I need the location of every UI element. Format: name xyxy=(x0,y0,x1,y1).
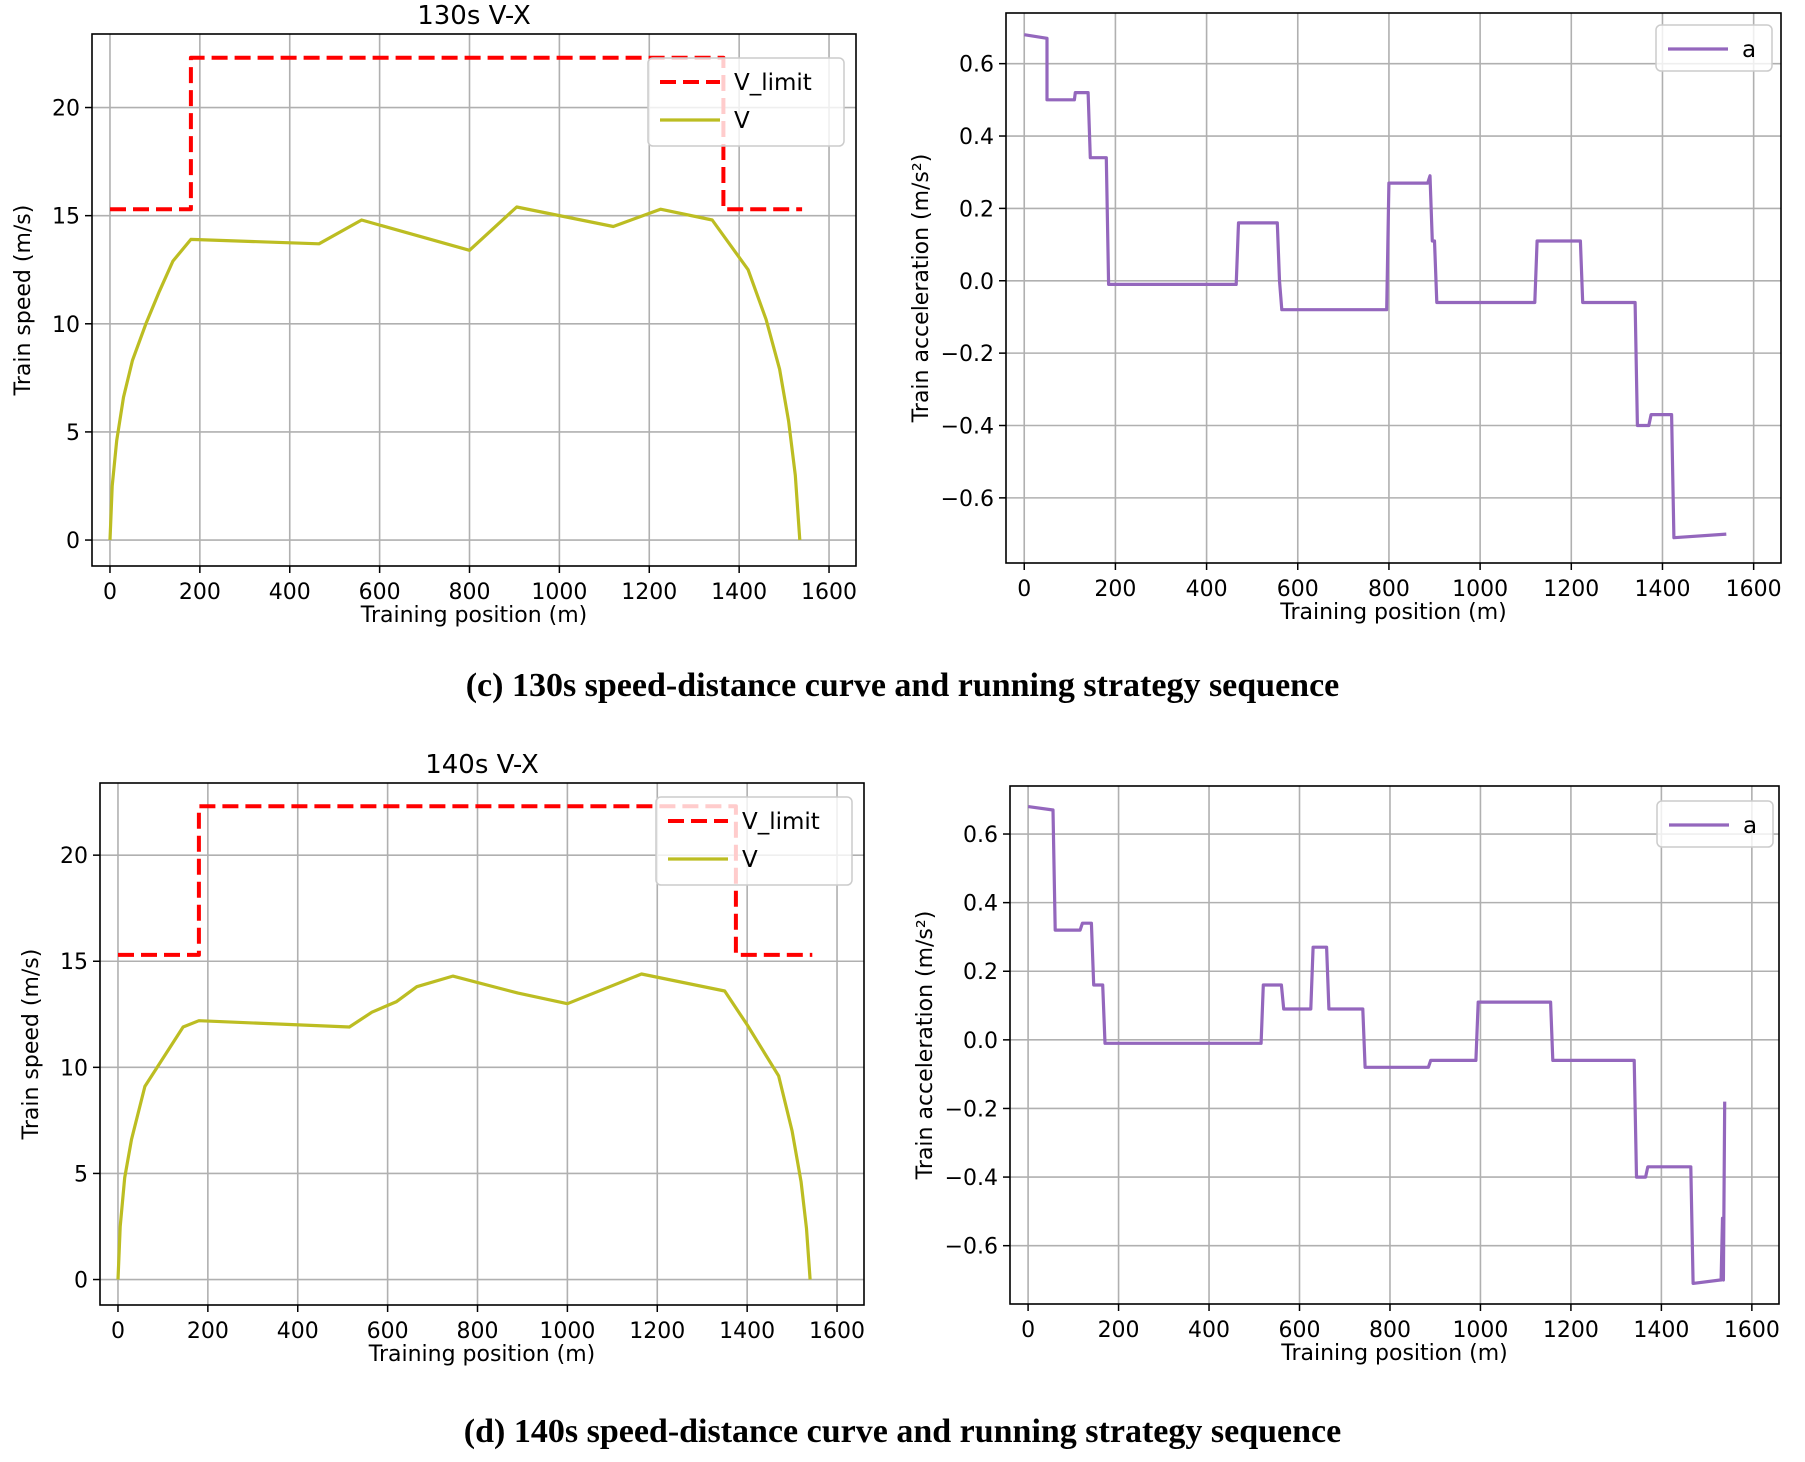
x-tick-label: 400 xyxy=(1188,1318,1230,1343)
x-tick-label: 600 xyxy=(1277,577,1319,602)
x-tick-label: 1400 xyxy=(1633,1318,1689,1343)
y-axis-label: Train speed (m/s) xyxy=(11,205,36,397)
y-tick-label: 0 xyxy=(66,529,80,554)
y-tick-label: 10 xyxy=(52,313,80,338)
y-tick-label: −0.4 xyxy=(945,1166,998,1191)
x-tick-label: 200 xyxy=(187,1319,229,1344)
y-tick-label: −0.2 xyxy=(945,1097,998,1122)
legend-label-a: a xyxy=(1743,813,1757,839)
x-tick-label: 1400 xyxy=(711,580,767,605)
x-tick-label: 1600 xyxy=(1724,1318,1780,1343)
x-tick-label: 400 xyxy=(1186,577,1228,602)
x-tick-label: 600 xyxy=(1279,1318,1321,1343)
y-tick-label: 0.0 xyxy=(959,270,994,295)
y-tick-label: 0.2 xyxy=(959,197,994,222)
legend-label-v-limit: V_limit xyxy=(734,70,812,96)
axes-frame xyxy=(1009,785,1780,1305)
y-axis-label: Train acceleration (m/s²) xyxy=(909,154,934,424)
axes-frame xyxy=(1005,12,1782,564)
y-tick-label: 0.4 xyxy=(963,892,998,917)
y-tick-label: 20 xyxy=(52,97,80,122)
caption-d: (d) 140s speed-distance curve and runnin… xyxy=(463,1413,1342,1450)
x-tick-label: 200 xyxy=(179,580,221,605)
y-tick-label: 0.6 xyxy=(963,823,998,848)
x-tick-label: 0 xyxy=(103,580,117,605)
y-axis-label: Train acceleration (m/s²) xyxy=(913,911,938,1181)
x-tick-label: 1200 xyxy=(1543,1318,1599,1343)
legend-label-a: a xyxy=(1742,37,1756,63)
series-line-v xyxy=(108,205,802,541)
x-axis-label: Training position (m) xyxy=(368,1342,596,1367)
y-tick-label: 10 xyxy=(60,1056,88,1081)
x-tick-label: 1000 xyxy=(531,580,587,605)
x-axis-label: Training position (m) xyxy=(360,603,588,628)
x-tick-label: 800 xyxy=(1369,1318,1411,1343)
y-tick-label: 15 xyxy=(52,205,80,230)
x-tick-label: 600 xyxy=(359,580,401,605)
legend: a xyxy=(1655,24,1773,72)
x-tick-label: 600 xyxy=(367,1319,409,1344)
x-tick-label: 400 xyxy=(277,1319,319,1344)
x-tick-label: 1600 xyxy=(1726,577,1782,602)
x-tick-label: 1200 xyxy=(629,1319,685,1344)
y-tick-label: 0.0 xyxy=(963,1029,998,1054)
chart-c-speed: 0 200 400 600 800 1000 1200 1400 1600 0 5 10 15 20 Tra… xyxy=(11,1,857,628)
series-line-a xyxy=(1023,33,1727,540)
chart-d-accel: 0 200 400 600 800 1000 1200 1400 1600 0.6 0.4 0.2 0.… xyxy=(913,785,1780,1366)
x-tick-label: 800 xyxy=(1368,577,1410,602)
y-axis-label: Train speed (m/s) xyxy=(19,949,44,1141)
chart-title: 140s V-X xyxy=(425,750,539,780)
y-tick-label: −0.6 xyxy=(941,487,994,512)
legend-label-v: V xyxy=(734,108,750,134)
y-tick-label: −0.2 xyxy=(941,342,994,367)
x-tick-label: 1200 xyxy=(621,580,677,605)
y-tick-label: 0.2 xyxy=(963,960,998,985)
legend: V_limit V xyxy=(655,796,853,886)
series-line-v-limit xyxy=(110,55,803,212)
x-tick-label: 800 xyxy=(449,580,491,605)
y-tick-label: 0.6 xyxy=(959,53,994,78)
y-tick-label: 5 xyxy=(74,1162,88,1187)
legend: a xyxy=(1656,800,1774,848)
x-tick-label: 400 xyxy=(269,580,311,605)
series-line-v-limit xyxy=(118,804,813,957)
y-tick-label: 0.4 xyxy=(959,125,994,150)
x-tick-label: 800 xyxy=(457,1319,499,1344)
chart-d-speed: 0 200 400 600 800 1000 1200 1400 1600 0 5 10 15 20 Tra… xyxy=(19,750,865,1367)
caption-c: (c) 130s speed-distance curve and runnin… xyxy=(465,667,1340,704)
x-tick-label: 0 xyxy=(1017,577,1031,602)
y-tick-label: −0.6 xyxy=(945,1235,998,1260)
x-tick-label: 200 xyxy=(1094,577,1136,602)
x-axis-label: Training position (m) xyxy=(1279,600,1507,625)
x-tick-label: 1600 xyxy=(809,1319,865,1344)
series-line-v xyxy=(116,972,812,1280)
legend-label-v: V xyxy=(742,847,758,873)
x-tick-label: 1000 xyxy=(1452,1318,1508,1343)
x-tick-label: 0 xyxy=(1021,1318,1035,1343)
y-tick-label: 0 xyxy=(74,1269,88,1294)
legend-label-v-limit: V_limit xyxy=(742,809,820,835)
x-axis-label: Training position (m) xyxy=(1280,1341,1508,1366)
axes-frame xyxy=(91,33,857,567)
x-tick-label: 200 xyxy=(1098,1318,1140,1343)
axes-frame xyxy=(99,782,865,1306)
x-tick-label: 1200 xyxy=(1543,577,1599,602)
y-tick-label: 15 xyxy=(60,950,88,975)
chart-c-accel: 0 200 400 600 800 1000 1200 1400 1600 0.6 0.4 0.2 0.… xyxy=(909,12,1782,625)
x-tick-label: 1000 xyxy=(539,1319,595,1344)
x-tick-label: 1000 xyxy=(1452,577,1508,602)
y-tick-label: 5 xyxy=(66,421,80,446)
x-tick-label: 1400 xyxy=(719,1319,775,1344)
legend: V_limit V xyxy=(647,57,845,147)
chart-title: 130s V-X xyxy=(417,1,531,31)
y-tick-label: −0.4 xyxy=(941,415,994,440)
x-tick-label: 0 xyxy=(111,1319,125,1344)
series-line-a xyxy=(1027,805,1727,1286)
x-tick-label: 1600 xyxy=(801,580,857,605)
x-tick-label: 1400 xyxy=(1634,577,1690,602)
y-tick-label: 20 xyxy=(60,844,88,869)
